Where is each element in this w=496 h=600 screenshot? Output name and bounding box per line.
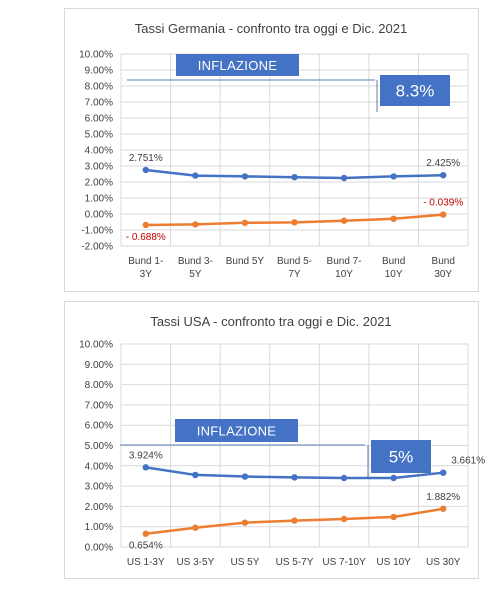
data-label: 0.654% <box>129 541 163 552</box>
data-point <box>440 469 447 476</box>
x-tick-label: Bund 10Y <box>382 256 405 280</box>
y-tick-label: 9.00% <box>85 360 113 371</box>
data-label: 3.924% <box>129 450 163 461</box>
y-tick-label: 9.00% <box>85 66 113 77</box>
data-point <box>192 172 199 179</box>
y-tick-label: 2.00% <box>85 502 113 513</box>
y-tick-label: 3.00% <box>85 162 113 173</box>
data-point <box>192 524 199 531</box>
usa-rates-chart: Tassi USA - confronto tra oggi e Dic. 20… <box>79 314 485 568</box>
x-tick-label: Bund 5-7Y <box>277 256 312 280</box>
y-tick-label: 7.00% <box>85 98 113 109</box>
data-point <box>340 174 348 182</box>
y-tick-label: 0.00% <box>85 210 113 221</box>
data-label: 1.882% <box>426 492 460 503</box>
y-tick-label: 10.00% <box>79 340 113 351</box>
inflation-value-box <box>380 75 450 106</box>
y-tick-label: 3.00% <box>85 482 113 493</box>
data-point <box>340 217 348 224</box>
data-point <box>390 513 397 521</box>
data-point <box>291 474 298 481</box>
data-point <box>390 215 397 222</box>
y-tick-label: 8.00% <box>85 380 113 391</box>
x-tick-label: US 3-5Y <box>176 557 214 568</box>
data-point <box>291 219 298 226</box>
x-tick-label: Bund 7-10Y <box>327 256 362 280</box>
chart-title: Tassi USA - confronto tra oggi e Dic. 20… <box>150 314 391 329</box>
data-label: 2.751% <box>129 153 163 164</box>
inflation-label: INFLAZIONE <box>197 424 277 439</box>
usa-chart-panel: Tassi USA - confronto tra oggi e Dic. 20… <box>64 301 485 579</box>
x-tick-label: US 7-10Y <box>322 557 366 568</box>
y-tick-label: 7.00% <box>85 400 113 411</box>
data-point <box>142 530 149 537</box>
y-tick-label: 4.00% <box>85 461 113 472</box>
x-tick-label: Bund 1-3Y <box>128 256 163 280</box>
data-point <box>340 515 348 523</box>
data-point <box>241 173 249 180</box>
x-tick-label: US 1-3Y <box>127 557 165 568</box>
y-tick-label: -2.00% <box>81 242 113 253</box>
inflation-value: 8.3% <box>396 82 435 101</box>
y-tick-label: 0.00% <box>85 543 113 554</box>
data-label: 2.425% <box>426 158 460 169</box>
y-tick-label: -1.00% <box>81 226 113 237</box>
inflation-value: 5% <box>389 448 414 467</box>
x-tick-label: Bund 5Y <box>226 256 265 267</box>
data-point <box>291 517 298 524</box>
data-label: 3.661% <box>451 456 485 467</box>
y-tick-label: 8.00% <box>85 82 113 93</box>
data-point <box>291 174 298 181</box>
data-label: - 0.688% <box>126 232 166 243</box>
data-point <box>340 474 348 482</box>
data-point <box>440 505 447 512</box>
data-point <box>192 471 199 479</box>
data-point <box>390 173 397 180</box>
y-tick-label: 4.00% <box>85 146 113 157</box>
data-point <box>390 474 397 482</box>
data-label: - 0.039% <box>423 198 463 209</box>
y-tick-label: 6.00% <box>85 114 113 125</box>
x-tick-label: US 30Y <box>426 557 461 568</box>
inflation-banner <box>175 419 298 442</box>
y-tick-label: 5.00% <box>85 130 113 141</box>
y-tick-label: 10.00% <box>79 50 113 61</box>
data-point <box>440 211 447 218</box>
x-tick-label: US 5-7Y <box>276 557 314 568</box>
y-tick-label: 6.00% <box>85 421 113 432</box>
x-tick-label: Bund 30Y <box>432 256 455 280</box>
y-tick-label: 1.00% <box>85 522 113 533</box>
inflation-label: INFLAZIONE <box>198 58 278 73</box>
chart-title: Tassi Germania - confronto tra oggi e Di… <box>135 21 407 36</box>
data-point <box>241 519 249 526</box>
germany-chart-panel: Tassi Germania - confronto tra oggi e Di… <box>64 8 479 292</box>
germany-rates-chart: Tassi Germania - confronto tra oggi e Di… <box>79 21 469 280</box>
data-point <box>192 221 199 228</box>
data-point <box>241 219 249 226</box>
y-tick-label: 1.00% <box>85 194 113 205</box>
data-point <box>440 172 447 179</box>
y-tick-label: 5.00% <box>85 441 113 452</box>
data-point <box>241 473 249 480</box>
y-tick-label: 2.00% <box>85 178 113 189</box>
x-tick-label: US 5Y <box>230 557 259 568</box>
data-point <box>142 166 149 174</box>
inflation-value-box <box>371 440 431 473</box>
inflation-banner <box>176 54 299 76</box>
data-point <box>142 221 149 229</box>
x-tick-label: US 10Y <box>376 557 411 568</box>
x-tick-label: Bund 3-5Y <box>178 256 213 280</box>
data-point <box>142 464 149 471</box>
